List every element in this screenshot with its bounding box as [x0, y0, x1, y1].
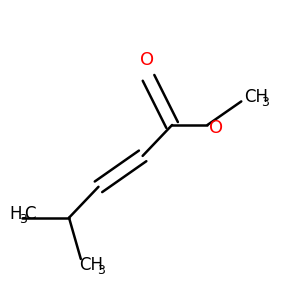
Text: O: O: [140, 51, 154, 69]
Text: O: O: [209, 119, 223, 137]
Text: 3: 3: [19, 213, 27, 226]
Text: 3: 3: [97, 264, 105, 277]
Text: 3: 3: [261, 95, 269, 109]
Text: CH: CH: [244, 88, 268, 106]
Text: C: C: [24, 205, 35, 223]
Text: CH: CH: [79, 256, 103, 274]
Text: H: H: [9, 205, 22, 223]
